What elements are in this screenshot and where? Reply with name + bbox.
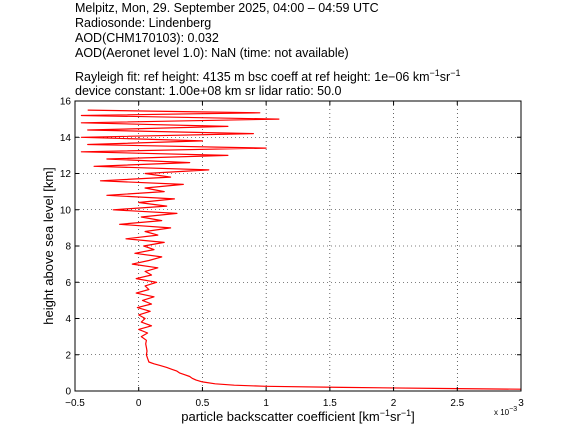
y-tick-label: 12 xyxy=(60,169,72,180)
x-tick-label: 2.5 xyxy=(450,398,464,409)
y-axis-label: height above sea level [km] xyxy=(41,167,56,325)
y-tick-label: 6 xyxy=(65,278,71,289)
x-tick-label: 0.5 xyxy=(195,398,209,409)
header-line-4: AOD(Aeronet level 1.0): NaN (time: not a… xyxy=(75,46,349,60)
y-tick-label: 16 xyxy=(60,97,72,108)
x-tick-label: −0.5 xyxy=(65,398,85,409)
header-line-1: Melpitz, Mon, 29. September 2025, 04:00 … xyxy=(75,1,379,15)
x-tick-label: 2 xyxy=(391,398,397,409)
header-line-5: Rayleigh fit: ref height: 4135 m bsc coe… xyxy=(75,66,460,84)
y-tick-label: 14 xyxy=(60,133,72,144)
x-tick-label: 3 xyxy=(518,398,524,409)
x-axis-label: particle backscatter coefficient [km−1sr… xyxy=(181,408,414,424)
plot-frame xyxy=(74,100,522,392)
unit-exponent-1: −1 xyxy=(429,68,440,78)
x-axis-multiplier: x 10−3 xyxy=(494,406,517,417)
y-tick-label: 2 xyxy=(65,350,71,361)
y-tick-label: 10 xyxy=(60,205,72,216)
y-tick-label: 0 xyxy=(65,387,71,398)
x-axis-label-end: ] xyxy=(411,409,415,424)
rayleigh-fit-text: Rayleigh fit: ref height: 4135 m bsc coe… xyxy=(75,70,430,85)
header-line-2: Radiosonde: Lindenberg xyxy=(75,16,212,30)
y-tick-label: 4 xyxy=(65,314,71,325)
series-layer xyxy=(80,109,522,390)
x-axis-label-exp1: −1 xyxy=(380,408,390,418)
x-axis-label-main: particle backscatter coefficient [km xyxy=(181,409,379,424)
x-tick-label: 1 xyxy=(263,398,269,409)
x-tick-label: 1.5 xyxy=(323,398,337,409)
backscatter-profile-line xyxy=(80,109,522,390)
header-line-3: AOD(CHM170103): 0.032 xyxy=(75,31,219,45)
header-line-6: device constant: 1.00e+08 km sr lidar ra… xyxy=(75,84,342,98)
x-tick-label: 0 xyxy=(136,398,142,409)
y-tick-label: 8 xyxy=(65,242,71,253)
x-axis-multiplier-exp: −3 xyxy=(509,406,517,413)
unit-sr: sr xyxy=(439,70,451,85)
x-axis-label-exp2: −1 xyxy=(401,408,411,418)
grid-layer xyxy=(75,101,521,391)
x-axis-label-sr: sr xyxy=(390,409,402,424)
unit-exponent-2: −1 xyxy=(450,68,461,78)
x-axis-multiplier-base: x 10 xyxy=(494,408,510,417)
